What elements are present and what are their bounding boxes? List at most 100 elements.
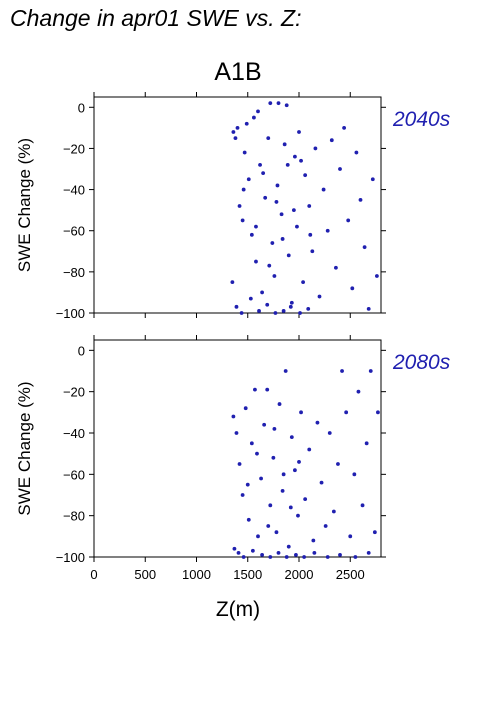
data-point — [317, 294, 322, 299]
x-axis-label: Z(m) — [216, 598, 260, 621]
data-point — [338, 167, 342, 171]
y-tick-label: −60 — [63, 224, 85, 239]
data-point — [276, 550, 281, 555]
y-tick-label: −20 — [63, 385, 85, 400]
data-point — [348, 534, 353, 539]
data-point — [272, 274, 277, 278]
data-point — [307, 447, 312, 452]
data-point — [356, 389, 361, 394]
data-point — [272, 426, 277, 431]
data-point — [273, 311, 278, 315]
scatter-panel-2080s: 0 −20 −40 −60 −80 −100 0 500 1000 1500 2000 2500 SWE… — [15, 335, 451, 582]
data-point — [313, 146, 318, 151]
data-point — [249, 232, 254, 237]
data-point — [308, 232, 313, 237]
data-point — [279, 212, 284, 217]
data-point — [325, 555, 330, 559]
data-point — [261, 171, 266, 176]
data-point — [376, 410, 380, 415]
data-point — [358, 197, 363, 202]
data-point — [319, 480, 324, 485]
data-point — [362, 245, 367, 250]
y-tick-label: −20 — [63, 141, 85, 156]
data-point — [276, 101, 281, 106]
data-point — [274, 530, 279, 535]
period-label: 2040s — [392, 108, 451, 131]
data-point — [248, 296, 253, 301]
data-point — [240, 493, 245, 497]
data-point — [281, 309, 286, 313]
data-point — [267, 263, 272, 268]
data-point — [231, 414, 236, 419]
data-point — [255, 451, 259, 456]
data-point — [282, 142, 287, 147]
data-point — [321, 187, 326, 192]
plot-frame — [93, 96, 382, 314]
data-point — [296, 513, 300, 518]
data-point — [315, 420, 320, 425]
data-point — [266, 524, 271, 528]
data-point — [265, 387, 270, 392]
data-point — [259, 476, 263, 481]
data-point — [334, 265, 338, 270]
data-point — [286, 253, 291, 258]
data-point — [241, 187, 246, 192]
data-point — [254, 224, 258, 229]
data-point — [344, 410, 349, 415]
data-point — [350, 286, 355, 291]
scatter-panel-2040s: 0 −20 −40 −60 −80 −100 SWE Change (%) 2040s — [15, 92, 451, 321]
data-point — [241, 555, 246, 559]
data-point — [275, 183, 280, 188]
data-point — [231, 130, 236, 134]
data-point — [364, 441, 369, 446]
data-point — [338, 553, 342, 557]
data-point — [246, 177, 251, 182]
data-point — [284, 555, 289, 559]
data-point — [235, 125, 240, 130]
y-tick-label: −80 — [63, 509, 85, 524]
data-point — [360, 503, 365, 508]
data-point — [234, 304, 239, 309]
data-point — [336, 462, 340, 466]
data-point — [263, 195, 268, 200]
data-point — [310, 249, 315, 254]
y-tick-label: −100 — [56, 550, 85, 565]
x-tick-label: 2500 — [336, 567, 365, 582]
data-point — [262, 422, 267, 427]
data-point — [366, 306, 371, 311]
data-point — [249, 441, 254, 446]
data-point — [291, 208, 296, 213]
data-point — [270, 241, 275, 245]
data-point — [307, 204, 312, 208]
period-label: 2080s — [392, 351, 451, 374]
data-point — [281, 472, 286, 477]
data-point — [254, 259, 258, 264]
data-point — [240, 218, 245, 223]
data-point — [297, 130, 301, 134]
x-tick-label: 1500 — [233, 567, 262, 582]
data-point — [370, 177, 375, 182]
data-point — [266, 136, 271, 141]
data-point — [288, 304, 293, 309]
data-point — [233, 136, 238, 141]
data-point — [289, 300, 294, 305]
data-point — [368, 369, 373, 373]
data-point — [271, 455, 276, 460]
data-point — [230, 280, 235, 285]
y-tick-label: −80 — [63, 265, 85, 280]
data-point — [260, 290, 264, 295]
data-point — [342, 125, 346, 130]
data-point — [294, 553, 298, 557]
data-point — [256, 109, 260, 114]
data-point — [327, 431, 332, 435]
data-point — [265, 302, 270, 307]
data-point — [258, 162, 262, 167]
data-point — [246, 517, 251, 522]
data-point — [242, 150, 247, 155]
y-axis-label: SWE Change (%) — [15, 138, 34, 272]
data-point — [288, 505, 293, 510]
data-point — [301, 280, 305, 285]
data-point — [237, 462, 242, 466]
data-point — [306, 306, 311, 311]
data-point — [375, 274, 379, 278]
